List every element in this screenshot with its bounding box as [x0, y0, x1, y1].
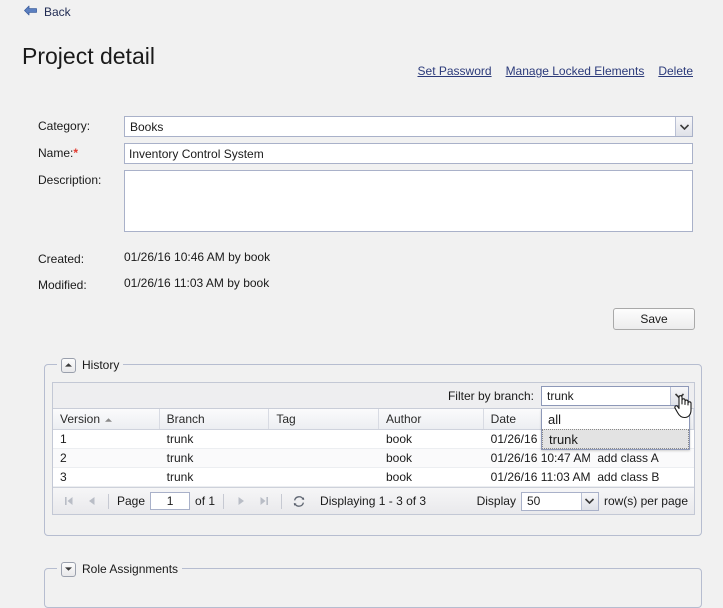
filter-by-branch-label: Filter by branch:	[447, 388, 534, 403]
chevron-up-icon[interactable]	[61, 357, 76, 373]
divider	[223, 493, 225, 509]
cell-comment: add class B	[597, 470, 660, 484]
required-marker: *	[73, 146, 79, 160]
cell-tag	[269, 449, 379, 467]
category-label: Category:	[38, 119, 91, 133]
cell-tag	[269, 430, 379, 448]
modified-row: Modified: 01/26/16 11:03 AM by book	[0, 275, 723, 292]
description-row: Description:	[0, 170, 723, 235]
branch-filter-options: all trunk	[541, 409, 690, 450]
back-link[interactable]: Back	[24, 5, 71, 19]
created-label: Created:	[38, 252, 85, 266]
modified-value: 01/26/16 11:03 AM by book	[124, 276, 270, 290]
branch-option-trunk[interactable]: trunk	[542, 429, 689, 449]
cell-author: book	[385, 451, 413, 465]
created-value: 01/26/16 10:46 AM by book	[124, 250, 271, 264]
history-legend-label: History	[82, 358, 120, 372]
chevron-down-icon[interactable]	[580, 492, 598, 510]
description-textarea[interactable]	[124, 170, 693, 232]
cell-author: book	[385, 470, 413, 484]
cell-branch: trunk	[166, 451, 194, 465]
refresh-icon[interactable]	[290, 492, 308, 510]
column-header-branch[interactable]: Branch	[160, 409, 270, 429]
cell-author: book	[385, 432, 413, 446]
grid-header-row: Version Branch Tag Author Date	[53, 409, 694, 430]
pagination-status: Displaying 1 - 3 of 3	[320, 494, 427, 508]
prev-page-icon[interactable]	[82, 492, 100, 510]
cell-branch: trunk	[166, 432, 194, 446]
column-header-comment[interactable]	[590, 409, 694, 429]
set-password-link[interactable]: Set Password	[417, 64, 492, 78]
chevron-down-icon[interactable]	[61, 561, 76, 577]
category-value: Books	[130, 119, 164, 134]
history-legend: History	[57, 356, 124, 374]
back-label: Back	[44, 5, 71, 19]
save-button[interactable]: Save	[613, 308, 695, 330]
column-header-version[interactable]: Version	[53, 409, 160, 429]
delete-link[interactable]: Delete	[658, 64, 693, 78]
cell-date: 01/26/16 10:47 AM	[490, 451, 591, 465]
cell-tag	[269, 468, 379, 486]
column-header-version-label: Version	[60, 412, 101, 426]
history-panel: History Filter by branch: trunk Version …	[44, 356, 702, 536]
table-row[interactable]: 2 trunk book 01/26/16 10:47 AM add class…	[53, 449, 694, 468]
created-row: Created: 01/26/16 10:46 AM by book	[0, 249, 723, 266]
rows-per-page-value: 50	[526, 494, 541, 508]
grid-toolbar: Filter by branch: trunk	[53, 383, 694, 409]
category-row: Category: Books	[0, 116, 723, 137]
chevron-down-icon[interactable]	[675, 117, 692, 136]
column-header-author[interactable]: Author	[379, 409, 484, 429]
table-row[interactable]: 3 trunk book 01/26/16 11:03 AM add class…	[53, 468, 694, 487]
divider	[281, 493, 283, 509]
cell-version: 2	[60, 451, 67, 465]
arrow-left-icon	[24, 5, 37, 19]
name-input[interactable]	[124, 143, 693, 164]
rows-per-page-suffix: row(s) per page	[603, 494, 688, 508]
role-assignments-legend-label: Role Assignments	[82, 562, 179, 576]
page-input[interactable]	[150, 492, 191, 510]
name-row: Name:*	[0, 143, 723, 164]
last-page-icon[interactable]	[255, 492, 273, 510]
page-label: Page	[117, 494, 146, 508]
cell-version: 1	[60, 432, 67, 446]
cell-version: 3	[60, 470, 67, 484]
name-label: Name:*	[38, 143, 124, 160]
next-page-icon[interactable]	[232, 492, 250, 510]
cell-comment: add class A	[597, 451, 659, 465]
sort-asc-icon	[104, 412, 113, 426]
pagination-toolbar: Page of 1 Displaying 1 -	[53, 487, 694, 514]
role-assignments-legend: Role Assignments	[57, 560, 183, 578]
rows-per-page-select[interactable]: 50	[520, 491, 599, 511]
manage-locked-elements-link[interactable]: Manage Locked Elements	[505, 64, 645, 78]
description-label: Description:	[38, 173, 102, 187]
name-label-text: Name:	[38, 146, 74, 160]
branch-filter-value: trunk	[547, 388, 574, 403]
project-form: Category: Books Name:* Description: Crea…	[0, 116, 723, 301]
cell-date: 01/26/16 11:03 AM	[490, 470, 591, 484]
first-page-icon[interactable]	[59, 492, 77, 510]
action-links: Set Password Manage Locked Elements Dele…	[418, 64, 693, 78]
page-title: Project detail	[22, 43, 155, 70]
role-assignments-panel: Role Assignments	[44, 560, 702, 608]
display-label: Display	[476, 494, 516, 508]
branch-option-all[interactable]: all	[548, 411, 562, 427]
modified-label: Modified:	[38, 278, 87, 292]
chevron-down-icon[interactable]	[670, 386, 688, 405]
page-of-label: of 1	[195, 494, 216, 508]
column-header-tag[interactable]: Tag	[269, 409, 379, 429]
divider	[108, 493, 109, 509]
cell-branch: trunk	[166, 470, 194, 484]
category-select[interactable]: Books	[124, 116, 693, 137]
branch-filter-select[interactable]: trunk	[541, 385, 689, 406]
